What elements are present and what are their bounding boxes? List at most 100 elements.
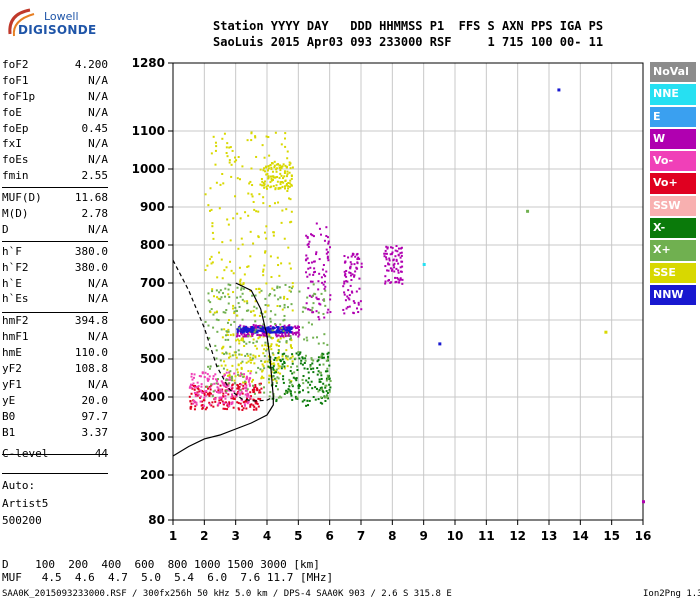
echo-point [268, 395, 271, 398]
echo-point [288, 286, 291, 289]
echo-point [557, 88, 561, 92]
muf-row: MUF 4.5 4.6 4.7 5.0 5.4 6.0 7.6 11.7 [MH… [2, 571, 334, 584]
echo-point [237, 391, 240, 394]
echo-point [270, 166, 273, 169]
echo-point [269, 320, 272, 323]
echo-point [230, 396, 233, 399]
echo-point [265, 135, 268, 138]
echo-point [227, 328, 230, 331]
echo-point [276, 326, 279, 329]
echo-point [294, 377, 297, 380]
echo-point [258, 326, 261, 329]
header-labels: Station YYYY DAY DDD HHMMSS P1 FFS S AXN… [213, 19, 604, 33]
param-name: foE [2, 105, 22, 119]
echo-point [253, 392, 256, 395]
echo-point [230, 269, 233, 272]
echo-point [257, 397, 260, 400]
echo-point [281, 332, 284, 335]
echo-point [287, 324, 290, 327]
echo-point [224, 383, 227, 386]
echo-point [271, 352, 274, 355]
echo-point [328, 383, 331, 386]
echo-point [233, 372, 236, 375]
param-name: foF1p [2, 89, 36, 103]
echo-point [203, 376, 206, 379]
echo-point [282, 163, 285, 166]
echo-point [208, 401, 211, 404]
echo-point [276, 256, 279, 259]
echo-point [294, 391, 297, 394]
echo-point [217, 391, 220, 394]
echo-point [275, 170, 278, 173]
echo-point [306, 399, 309, 402]
echo-point [265, 166, 268, 169]
echo-point [284, 333, 287, 336]
echo-point [287, 181, 290, 184]
echo-point [226, 378, 229, 381]
plot-frame [172, 62, 644, 521]
echo-point [234, 375, 237, 378]
echo-point [344, 299, 347, 302]
echo-point [260, 360, 263, 363]
echo-point [262, 323, 265, 326]
echo-point [246, 139, 249, 142]
echo-point [242, 325, 245, 328]
echo-point [238, 408, 241, 411]
param-row: M(D) 2.78 [2, 206, 108, 222]
echo-point [268, 381, 271, 384]
logo-line2: DIGISONDE [18, 23, 97, 37]
y-tick-label: 200 [140, 468, 165, 482]
echo-point [233, 351, 236, 354]
echo-point [318, 227, 321, 230]
echo-point [227, 288, 230, 291]
echo-point [357, 303, 360, 306]
echo-point [286, 170, 289, 173]
echo-point [228, 352, 231, 355]
echo-point [263, 183, 266, 186]
echo-point [283, 352, 286, 355]
echo-point [236, 383, 239, 386]
echo-point [279, 305, 282, 308]
echo-point [394, 249, 397, 252]
echo-point [262, 270, 265, 273]
echo-point [291, 383, 294, 386]
echo-point [277, 201, 280, 204]
echo-point [383, 252, 386, 255]
echo-point [224, 401, 227, 404]
echo-point [262, 329, 265, 332]
echo-point [275, 333, 278, 336]
echo-point [268, 331, 271, 334]
echo-point [211, 288, 214, 291]
echo-point [228, 373, 231, 376]
echo-point [298, 383, 301, 386]
echo-point [240, 362, 243, 365]
echo-point [349, 267, 352, 270]
echo-point [221, 400, 224, 403]
echo-point [227, 393, 230, 396]
echo-point [255, 347, 258, 350]
echo-point [397, 271, 400, 274]
echo-point [255, 155, 258, 158]
echo-point [227, 388, 230, 391]
echo-point [228, 375, 231, 378]
echo-point [211, 231, 214, 234]
echo-point [271, 336, 274, 339]
echo-point [220, 398, 223, 401]
echo-point [280, 221, 283, 224]
echo-point [272, 378, 275, 381]
echo-point [352, 312, 355, 315]
echo-point [245, 334, 248, 337]
echo-point [389, 246, 392, 249]
echo-point [283, 303, 286, 306]
echo-point [329, 379, 332, 382]
echo-point [201, 391, 204, 394]
echo-point [277, 163, 280, 166]
echo-point [325, 252, 328, 255]
echo-point [261, 369, 264, 372]
echo-point [231, 393, 234, 396]
echo-point [401, 278, 404, 281]
x-tick-label: 12 [509, 529, 526, 543]
echo-point [329, 311, 332, 314]
echo-point [217, 319, 220, 322]
echo-point [280, 174, 283, 177]
